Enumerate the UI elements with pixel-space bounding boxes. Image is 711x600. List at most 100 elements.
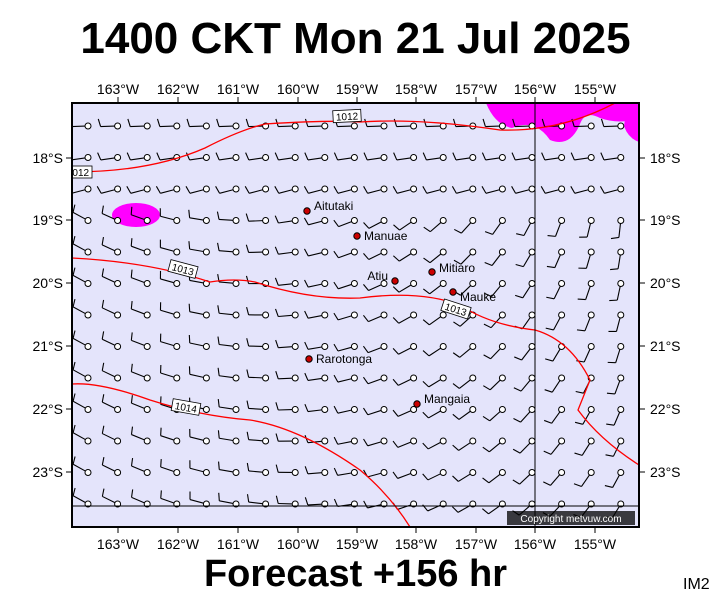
lon-label-bottom: 158°W bbox=[395, 536, 438, 552]
wind-barb bbox=[156, 118, 181, 130]
wind-barb bbox=[72, 235, 92, 256]
place-marker: Mauke bbox=[449, 288, 496, 304]
wind-barb bbox=[303, 217, 329, 226]
place-label: Manuae bbox=[364, 229, 408, 243]
lon-label-bottom: 160°W bbox=[277, 536, 320, 552]
wind-barb bbox=[130, 238, 151, 256]
places: Aitutaki Manuae Atiu Mitiaro Mauke Rarotonga M… bbox=[303, 199, 496, 408]
wind-barb bbox=[130, 457, 151, 476]
wind-barb bbox=[547, 217, 566, 237]
wind-barb bbox=[392, 406, 418, 417]
wind-barb bbox=[101, 362, 122, 382]
wind-barb bbox=[333, 217, 358, 228]
wind-barb bbox=[188, 366, 210, 382]
wind-barb bbox=[600, 152, 625, 161]
wind-barb bbox=[610, 248, 625, 271]
wind-barb bbox=[189, 428, 210, 445]
lat-label-right: 23°S bbox=[650, 464, 681, 480]
wind-barb bbox=[218, 461, 240, 476]
wind-barb bbox=[189, 460, 210, 476]
wind-barb bbox=[217, 305, 240, 319]
wind-barb bbox=[453, 311, 477, 327]
wind-barb bbox=[72, 361, 92, 382]
lat-label-left: 21°S bbox=[32, 338, 63, 354]
wind-barb bbox=[393, 118, 418, 130]
wind-barb bbox=[217, 242, 240, 256]
wind-barb bbox=[274, 277, 299, 287]
wind-barb bbox=[217, 336, 240, 350]
wind-barb bbox=[452, 152, 477, 161]
place-label: Mangaia bbox=[424, 392, 470, 406]
forecast-hour: Forecast +156 hr bbox=[203, 553, 508, 595]
wind-barb bbox=[512, 469, 536, 485]
wind-barb bbox=[159, 333, 181, 350]
wind-barb bbox=[452, 469, 477, 482]
wind-barb bbox=[422, 437, 447, 450]
lat-label-left: 20°S bbox=[32, 275, 63, 291]
wind-barb bbox=[160, 427, 181, 445]
place-marker: Mitiaro bbox=[428, 261, 475, 276]
wind-barb bbox=[188, 334, 210, 350]
wind-barb bbox=[606, 406, 625, 426]
wind-barb bbox=[275, 308, 299, 319]
place-marker: Manuae bbox=[353, 229, 408, 243]
wind-barb bbox=[101, 268, 122, 287]
wind-barb bbox=[364, 118, 388, 130]
rain-area bbox=[624, 106, 639, 142]
wind-barb bbox=[101, 299, 122, 319]
wind-barb bbox=[423, 118, 447, 130]
wind-barb bbox=[483, 343, 506, 360]
lon-label-top: 158°W bbox=[395, 81, 438, 97]
wind-barb bbox=[484, 280, 506, 298]
wind-barb bbox=[274, 185, 299, 194]
isobar-label-1012: 1012 bbox=[336, 111, 359, 123]
lon-label-bottom: 162°W bbox=[157, 536, 200, 552]
wind-barb bbox=[451, 185, 477, 194]
wind-barb bbox=[422, 469, 447, 481]
wind-barb bbox=[484, 217, 506, 235]
wind-barb bbox=[130, 426, 151, 445]
wind-barb bbox=[186, 118, 210, 130]
lon-label-top: 162°W bbox=[157, 81, 200, 97]
axis-ticks bbox=[66, 97, 645, 533]
wind-barb bbox=[130, 332, 151, 350]
wind-barb bbox=[72, 154, 92, 161]
wind-barb bbox=[422, 406, 447, 419]
place-marker: Aitutaki bbox=[303, 199, 353, 215]
wind-barb bbox=[333, 374, 358, 383]
lat-label-left: 19°S bbox=[32, 212, 63, 228]
lon-label-top: 163°W bbox=[97, 81, 140, 97]
wind-barb bbox=[304, 403, 329, 413]
wind-barb bbox=[570, 185, 595, 194]
wind-barb bbox=[126, 185, 151, 194]
lon-label-top: 156°W bbox=[514, 81, 557, 97]
wind-barb bbox=[608, 311, 625, 333]
wind-barb bbox=[275, 433, 299, 445]
wind-barb bbox=[72, 456, 92, 476]
wind-barb bbox=[216, 211, 240, 224]
wind-barb bbox=[245, 152, 270, 161]
place-marker: Mangaia bbox=[413, 392, 470, 408]
wind-barb bbox=[159, 208, 181, 224]
wind-barb bbox=[605, 437, 625, 457]
wind-barb bbox=[274, 215, 299, 224]
wind-barb bbox=[482, 437, 506, 453]
wind-barb bbox=[393, 152, 418, 161]
wind-barb bbox=[578, 248, 595, 269]
wind-barb bbox=[127, 118, 151, 130]
wind-barb bbox=[72, 424, 92, 445]
place-label: Aitutaki bbox=[314, 199, 353, 213]
wind-barb bbox=[392, 469, 418, 479]
wind-barb bbox=[159, 302, 181, 319]
wind-barb bbox=[481, 185, 506, 194]
lat-label-right: 22°S bbox=[650, 401, 681, 417]
wind-barb bbox=[246, 369, 270, 382]
wind-barb bbox=[574, 406, 595, 425]
wind-barb bbox=[101, 457, 122, 476]
wind-barb bbox=[130, 395, 151, 413]
lon-label-bottom: 155°W bbox=[574, 536, 617, 552]
wind-barb bbox=[333, 467, 358, 476]
wind-barb bbox=[392, 185, 418, 194]
isobar-1013 bbox=[72, 257, 639, 466]
wind-barb bbox=[545, 311, 566, 331]
